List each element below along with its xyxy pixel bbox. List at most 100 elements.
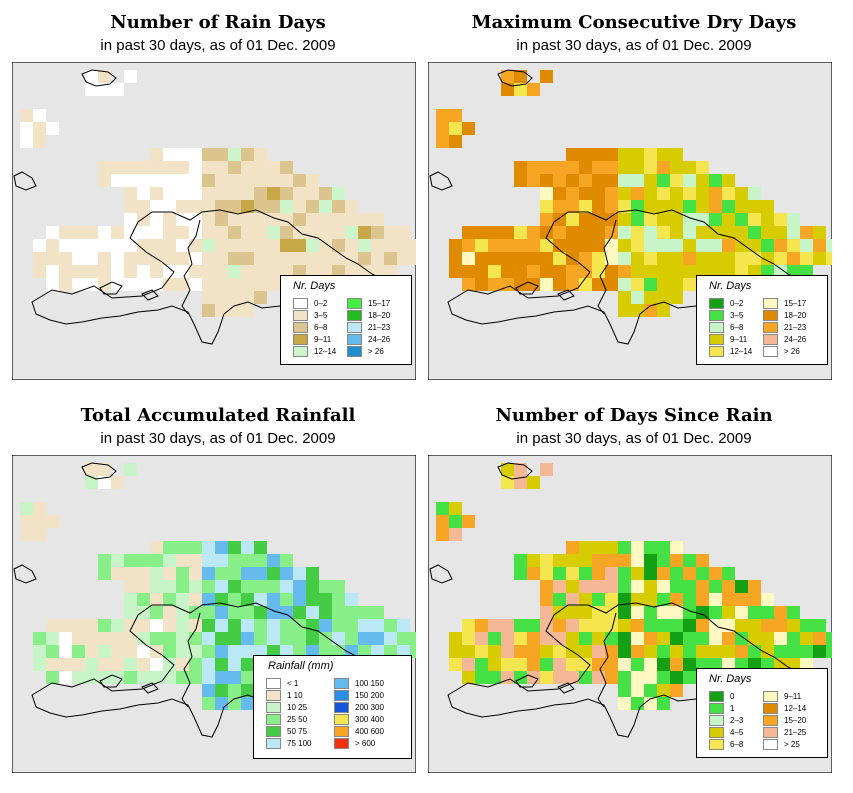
grid-cell [657,174,670,187]
grid-cell [176,632,189,645]
grid-cell [631,213,644,226]
grid-cell [553,580,566,593]
grid-cell [345,200,358,213]
grid-cell [670,684,683,697]
grid-cell [696,554,709,567]
grid-cell [176,606,189,619]
grid-cell [644,554,657,567]
grid-cell [748,658,761,671]
grid-cell [241,226,254,239]
grid-cell [176,148,189,161]
grid-cell [670,226,683,239]
grid-cell [358,252,371,265]
grid-cell [722,658,735,671]
grid-cell [527,161,540,174]
grid-cell [20,528,33,541]
grid-cell [657,684,670,697]
grid-cell [202,554,215,567]
grid-cell [748,606,761,619]
grid-cell [592,239,605,252]
grid-cell [202,213,215,226]
grid-cell [137,239,150,252]
grid-cell [670,541,683,554]
legend-item: 1 [709,703,734,714]
grid-cell [280,174,293,187]
grid-cell [176,645,189,658]
grid-cell [111,83,124,96]
grid-cell [540,278,553,291]
grid-cell [566,593,579,606]
grid-cell [605,645,618,658]
grid-cell [241,161,254,174]
grid-cell [254,161,267,174]
grid-cell [228,278,241,291]
grid-cell [631,554,644,567]
grid-cell [644,567,657,580]
grid-cell [228,252,241,265]
grid-cell [631,580,644,593]
legend-item: 6–8 [709,739,743,750]
grid-cell [592,174,605,187]
grid-cell [189,239,202,252]
grid-cell [150,213,163,226]
grid-cell [592,213,605,226]
grid-cell [436,528,449,541]
grid-cell [59,671,72,684]
grid-cell [176,567,189,580]
grid-cell [787,239,800,252]
grid-cell [826,645,832,658]
grid-cell [332,593,345,606]
legend-swatch [709,334,724,345]
legend-title: Rainfall (mm) [268,660,334,672]
grid-cell [176,174,189,187]
grid-cell [618,226,631,239]
grid-cell [488,239,501,252]
grid-cell [735,226,748,239]
legend-item: 0 [709,691,734,702]
legend-swatch [334,678,349,689]
grid-cell [566,580,579,593]
grid-cell [228,291,241,304]
grid-cell [293,645,306,658]
grid-cell [540,554,553,567]
legend-item: 9–11 [293,334,331,345]
legend-swatch [709,691,724,702]
grid-cell [280,593,293,606]
grid-cell [722,606,735,619]
legend-swatch [763,346,778,357]
legend-item: 6–8 [709,322,743,333]
grid-cell [683,278,696,291]
grid-cell [189,161,202,174]
grid-cell [579,174,592,187]
grid-cell [553,174,566,187]
grid-cell [618,645,631,658]
grid-cell [579,580,592,593]
grid-cell [319,213,332,226]
legend-item: 75 100 [266,738,311,749]
grid-cell [670,645,683,658]
grid-cell [605,265,618,278]
grid-cell [514,252,527,265]
legend-swatch [763,703,778,714]
grid-cell [631,252,644,265]
grid-cell [644,671,657,684]
grid-cell [735,593,748,606]
grid-cell [605,632,618,645]
grid-cell [202,541,215,554]
grid-cell [410,252,416,265]
grid-cell [137,567,150,580]
grid-cell [241,291,254,304]
grid-cell [215,619,228,632]
legend-swatch [709,715,724,726]
grid-cell [579,187,592,200]
legend-swatch [763,310,778,321]
grid-cell [683,265,696,278]
legend-item: 24–26 [763,334,806,345]
grid-cell [605,278,618,291]
grid-cell [215,567,228,580]
grid-cell [800,645,813,658]
grid-cell [202,148,215,161]
grid-cell [631,187,644,200]
grid-cell [696,239,709,252]
grid-cell [228,645,241,658]
